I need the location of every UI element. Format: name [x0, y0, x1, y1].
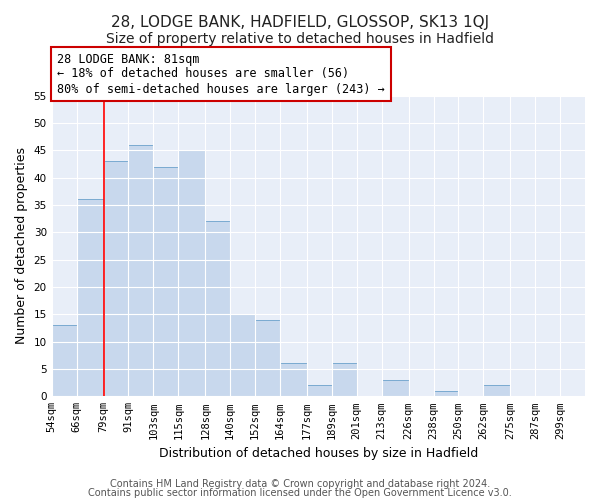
Bar — [128, 144, 154, 396]
Bar — [77, 200, 104, 396]
Bar — [307, 386, 332, 396]
X-axis label: Distribution of detached houses by size in Hadfield: Distribution of detached houses by size … — [159, 447, 478, 460]
Bar — [332, 364, 357, 396]
Bar — [104, 161, 128, 396]
Text: Size of property relative to detached houses in Hadfield: Size of property relative to detached ho… — [106, 32, 494, 46]
Text: Contains public sector information licensed under the Open Government Licence v3: Contains public sector information licen… — [88, 488, 512, 498]
Bar — [230, 314, 255, 396]
Bar — [52, 325, 77, 396]
Y-axis label: Number of detached properties: Number of detached properties — [15, 148, 28, 344]
Bar — [205, 222, 230, 396]
Bar — [484, 386, 510, 396]
Bar — [178, 150, 205, 396]
Text: Contains HM Land Registry data © Crown copyright and database right 2024.: Contains HM Land Registry data © Crown c… — [110, 479, 490, 489]
Text: 28 LODGE BANK: 81sqm
← 18% of detached houses are smaller (56)
80% of semi-detac: 28 LODGE BANK: 81sqm ← 18% of detached h… — [57, 52, 385, 96]
Bar — [154, 166, 178, 396]
Bar — [382, 380, 409, 396]
Bar — [434, 391, 458, 396]
Bar — [255, 320, 280, 396]
Bar — [280, 364, 307, 396]
Text: 28, LODGE BANK, HADFIELD, GLOSSOP, SK13 1QJ: 28, LODGE BANK, HADFIELD, GLOSSOP, SK13 … — [111, 15, 489, 30]
